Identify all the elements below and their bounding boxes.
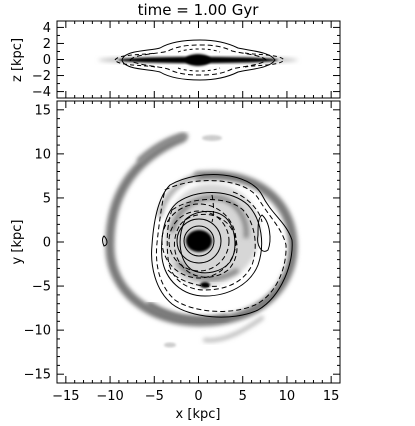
y-tick-label: 0 xyxy=(43,53,51,68)
x-tick-label: −10 xyxy=(96,389,123,404)
face-on-x-axis-label: x [kpc] xyxy=(176,407,221,422)
face-on-density-map xyxy=(102,133,298,348)
y-tick-label: 0 xyxy=(43,236,51,251)
y-tick-label: 15 xyxy=(34,103,51,118)
x-tick-label: −15 xyxy=(52,389,79,404)
edge-on-axes: 420−2−4 xyxy=(32,21,341,100)
y-tick-label: 5 xyxy=(43,191,51,206)
y-tick-label: −4 xyxy=(32,85,51,100)
face-on-panel: −15 −10 −5 0 5 10 15 15 10 5 0 −5 −10 −15 x [kpc] y [… xyxy=(10,100,341,422)
y-tick-label: 10 xyxy=(34,147,51,162)
x-tick-label: −5 xyxy=(145,389,164,404)
edge-on-density-map xyxy=(98,39,298,81)
x-tick-label: 15 xyxy=(323,389,340,404)
x-tick-label: 5 xyxy=(239,389,247,404)
edge-on-panel: 420−2−4 z [kpc] xyxy=(10,20,341,100)
x-tick-label: 10 xyxy=(279,389,296,404)
chart-title: time = 1.00 Gyr xyxy=(138,1,260,19)
y-tick-label: −15 xyxy=(24,368,51,383)
face-on-y-axis-label: y [kpc] xyxy=(10,220,25,265)
y-tick-label: 2 xyxy=(43,37,51,52)
y-tick-label: −2 xyxy=(32,69,51,84)
y-tick-label: 4 xyxy=(43,21,51,36)
face-on-axes: −15 −10 −5 0 5 10 15 15 10 5 0 −5 −10 −15 xyxy=(24,100,341,404)
edge-on-y-axis-label: z [kpc] xyxy=(10,38,25,82)
y-tick-label: −10 xyxy=(24,324,51,339)
x-tick-label: 0 xyxy=(194,389,202,404)
y-tick-label: −5 xyxy=(32,280,51,295)
